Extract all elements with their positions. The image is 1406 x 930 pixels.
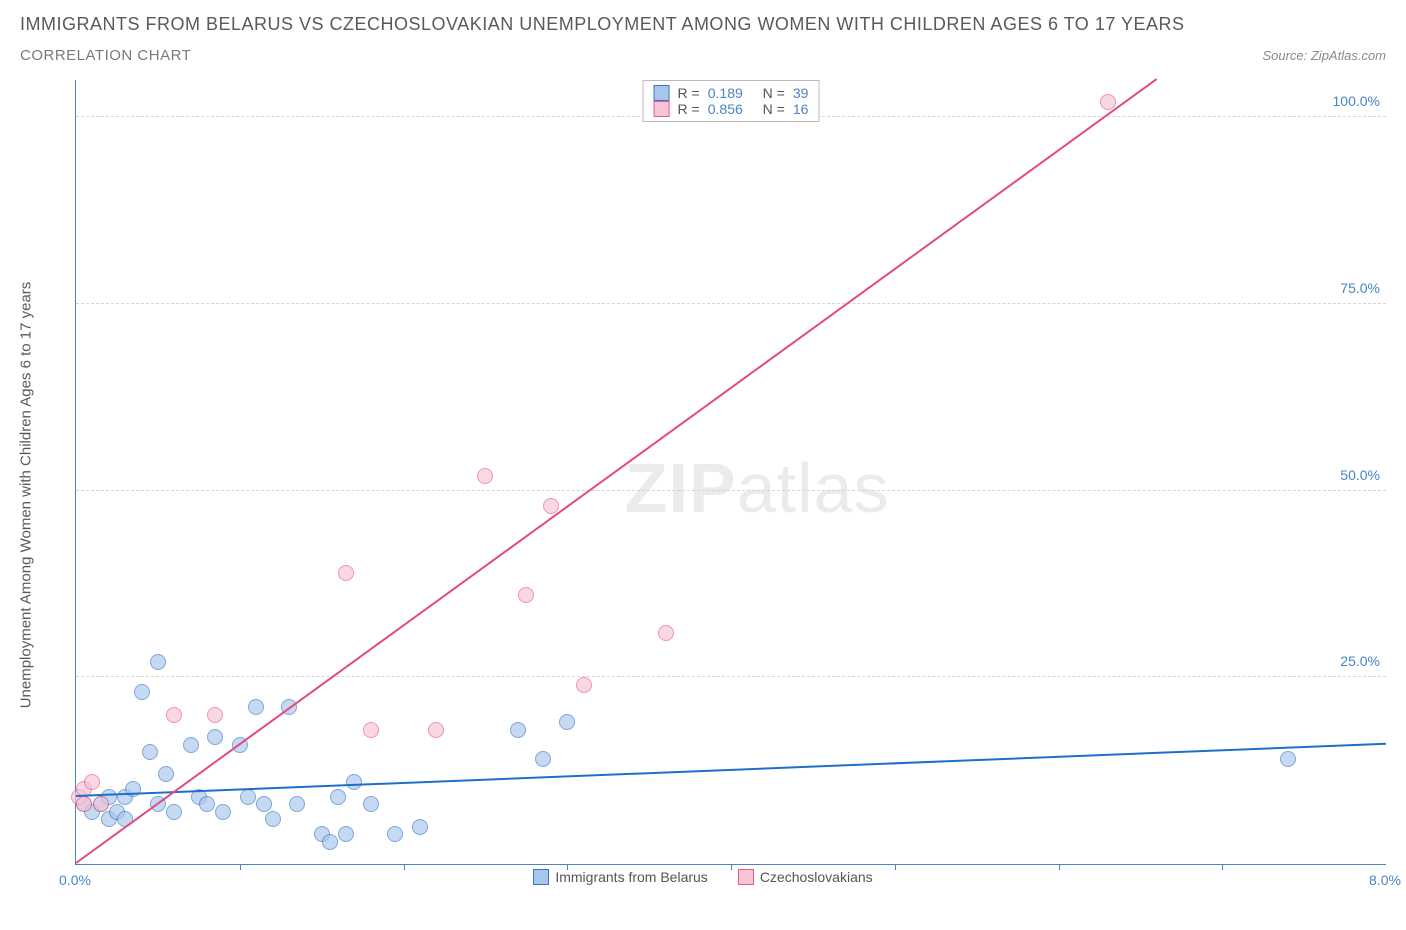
data-point — [658, 625, 674, 641]
data-point — [248, 699, 264, 715]
gridline — [76, 303, 1386, 304]
data-point — [1280, 751, 1296, 767]
legend-item: Immigrants from Belarus — [533, 869, 707, 885]
data-point — [338, 826, 354, 842]
data-point — [289, 796, 305, 812]
data-point — [535, 751, 551, 767]
data-point — [207, 707, 223, 723]
legend-label: Immigrants from Belarus — [555, 869, 707, 885]
legend-row: R = 0.189 N = 39 — [654, 85, 809, 101]
data-point — [199, 796, 215, 812]
data-point — [134, 684, 150, 700]
chart-subtitle: CORRELATION CHART — [20, 47, 191, 64]
chart-area: Unemployment Among Women with Children A… — [20, 80, 1386, 910]
data-point — [150, 654, 166, 670]
data-point — [543, 498, 559, 514]
series-legend: Immigrants from Belarus Czechoslovakians — [20, 865, 1386, 885]
y-tick-label: 75.0% — [1340, 280, 1380, 296]
data-point — [142, 744, 158, 760]
y-tick-label: 50.0% — [1340, 467, 1380, 483]
data-point — [510, 722, 526, 738]
data-point — [207, 729, 223, 745]
y-tick-label: 100.0% — [1333, 93, 1380, 109]
gridline — [76, 676, 1386, 677]
data-point — [338, 565, 354, 581]
data-point — [363, 722, 379, 738]
plot-region: ZIPatlas R = 0.189 N = 39R = 0.856 N = 1… — [75, 80, 1386, 865]
data-point — [330, 789, 346, 805]
data-point — [477, 468, 493, 484]
data-point — [363, 796, 379, 812]
data-point — [518, 587, 534, 603]
data-point — [240, 789, 256, 805]
data-point — [412, 819, 428, 835]
data-point — [256, 796, 272, 812]
data-point — [158, 766, 174, 782]
data-point — [166, 804, 182, 820]
trend-line — [75, 78, 1157, 864]
legend-item: Czechoslovakians — [738, 869, 873, 885]
source-attribution: Source: ZipAtlas.com — [1262, 48, 1386, 63]
data-point — [559, 714, 575, 730]
data-point — [93, 796, 109, 812]
data-point — [265, 811, 281, 827]
data-point — [576, 677, 592, 693]
y-tick-label: 25.0% — [1340, 653, 1380, 669]
legend-row: R = 0.856 N = 16 — [654, 101, 809, 117]
data-point — [166, 707, 182, 723]
data-point — [346, 774, 362, 790]
data-point — [84, 774, 100, 790]
trend-line — [76, 743, 1386, 797]
legend-swatch — [654, 85, 670, 101]
data-point — [215, 804, 231, 820]
legend-label: Czechoslovakians — [760, 869, 873, 885]
data-point — [183, 737, 199, 753]
watermark: ZIPatlas — [625, 448, 890, 528]
data-point — [322, 834, 338, 850]
gridline — [76, 490, 1386, 491]
legend-swatch — [654, 101, 670, 117]
chart-title: IMMIGRANTS FROM BELARUS VS CZECHOSLOVAKI… — [20, 14, 1386, 35]
y-axis-label: Unemployment Among Women with Children A… — [18, 282, 35, 709]
data-point — [428, 722, 444, 738]
legend-swatch — [533, 869, 549, 885]
legend-swatch — [738, 869, 754, 885]
data-point — [76, 796, 92, 812]
data-point — [387, 826, 403, 842]
correlation-legend: R = 0.189 N = 39R = 0.856 N = 16 — [643, 80, 820, 122]
